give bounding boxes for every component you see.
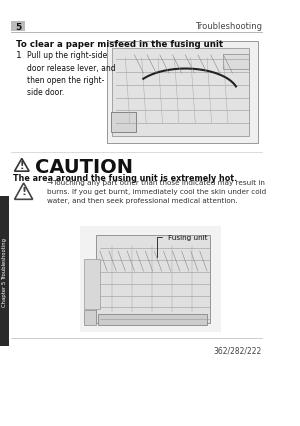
Text: 1: 1	[16, 51, 22, 60]
Text: CAUTION: CAUTION	[34, 157, 133, 176]
Bar	[98, 314, 207, 325]
Bar	[84, 260, 100, 310]
Bar	[112, 49, 249, 136]
Text: 362/282/222: 362/282/222	[213, 346, 262, 355]
Bar	[224, 55, 249, 69]
Text: Troubleshooting: Troubleshooting	[195, 22, 262, 31]
Polygon shape	[14, 184, 33, 200]
Text: Chapter 5: Chapter 5	[2, 280, 7, 306]
Text: 5: 5	[15, 23, 21, 32]
Bar	[96, 235, 210, 323]
Bar	[107, 42, 258, 144]
Text: Fusing unit: Fusing unit	[157, 234, 207, 258]
Text: Pull up the right-side
door release lever, and
then open the right-
side door.: Pull up the right-side door release leve…	[27, 51, 116, 97]
Bar	[11, 22, 26, 32]
Bar	[111, 113, 136, 133]
Text: Troubleshooting: Troubleshooting	[2, 236, 7, 278]
Text: !: !	[20, 161, 24, 170]
Bar	[0, 196, 9, 346]
Bar	[80, 226, 221, 332]
Polygon shape	[14, 159, 29, 172]
Text: To clear a paper misfeed in the fusing unit: To clear a paper misfeed in the fusing u…	[16, 40, 223, 49]
Text: !: !	[21, 187, 26, 197]
Text: The area around the fusing unit is extremely hot.: The area around the fusing unit is extre…	[13, 173, 237, 183]
Bar	[84, 311, 96, 325]
Text: →Touching any part other than those indicated may result in
burns. If you get bu: →Touching any part other than those indi…	[47, 180, 266, 203]
